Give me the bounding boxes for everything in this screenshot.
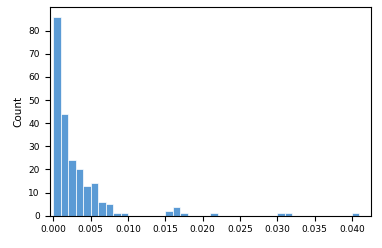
- Bar: [285, 214, 292, 216]
- Bar: [165, 211, 173, 216]
- Y-axis label: Count: Count: [13, 96, 23, 127]
- Bar: [53, 17, 61, 216]
- Bar: [121, 214, 128, 216]
- Bar: [68, 160, 76, 216]
- Bar: [173, 207, 180, 216]
- Bar: [83, 186, 91, 216]
- Bar: [277, 214, 285, 216]
- Bar: [210, 214, 218, 216]
- Bar: [61, 114, 68, 216]
- Bar: [91, 183, 98, 216]
- Bar: [106, 204, 113, 216]
- Bar: [113, 214, 121, 216]
- Bar: [76, 169, 83, 216]
- Bar: [180, 214, 188, 216]
- Bar: [352, 214, 359, 216]
- Bar: [98, 202, 106, 216]
